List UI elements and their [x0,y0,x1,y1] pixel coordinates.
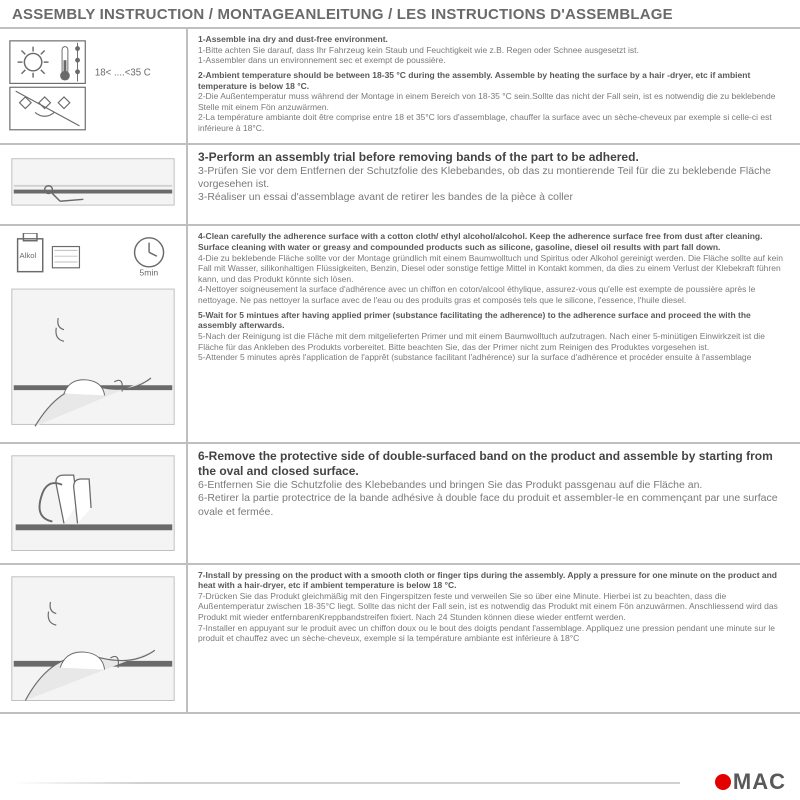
clean-alcohol-icon: Alkol 5min [6,233,180,436]
trial-fit-icon [6,151,180,219]
panel-2: 3-Perform an assembly trial before remov… [0,145,800,227]
panel-4: 6-Remove the protective side of double-s… [0,444,800,564]
step-3: 3-Perform an assembly trial before remov… [198,150,790,204]
temp-range-label: 18< ....<35 C [95,68,151,79]
step-5-en: 5-Wait for 5 mintues after having applie… [198,310,790,331]
step-3-de: 3-Prüfen Sie vor dem Entfernen der Schut… [198,165,790,191]
text-3: 4-Clean carefully the adherence surface … [188,226,800,442]
step-5-de: 5-Nach der Reinigung ist die Fläche mit … [198,331,790,352]
step-6-en: 6-Remove the protective side of double-s… [198,449,790,479]
panel-5: 7-Install by pressing on the product wit… [0,565,800,714]
bottle-label: Alkol [20,251,37,260]
footer-divider [12,782,680,784]
step-7-en: 7-Install by pressing on the product wit… [198,570,790,591]
panel-1: 18< ....<35 C 1-Assemble ina dry and dus… [0,29,800,145]
step-6: 6-Remove the protective side of double-s… [198,449,790,518]
step-4: 4-Clean carefully the adherence surface … [198,231,790,305]
brand-logo: MAC [707,769,786,795]
panel-3: Alkol 5min 4-Clean carefully the [0,226,800,444]
logo-text: MAC [733,769,786,795]
page-title: ASSEMBLY INSTRUCTION / MONTAGEANLEITUNG … [12,6,788,23]
step-4-fr: 4-Nettoyer soigneusement la surface d'ad… [198,284,790,305]
step-4-en: 4-Clean carefully the adherence surface … [198,231,790,252]
press-cloth-icon [6,571,180,706]
text-2: 3-Perform an assembly trial before remov… [188,145,800,225]
timer-label: 5min [139,267,158,277]
step-7-fr: 7-Installer en appuyant sur le produit a… [198,623,790,644]
step-5: 5-Wait for 5 mintues after having applie… [198,310,790,363]
step-6-fr: 6-Retirer la partie protectrice de la ba… [198,492,790,518]
text-4: 6-Remove the protective side of double-s… [188,444,800,562]
step-7-de: 7-Drücken Sie das Produkt gleichmäßig mi… [198,591,790,623]
step-2-fr: 2-La température ambiante doit être comp… [198,112,790,133]
text-5: 7-Install by pressing on the product wit… [188,565,800,712]
step-1: 1-Assemble ina dry and dust-free environ… [198,34,790,66]
peel-tape-icon [6,450,180,556]
illus-5 [0,565,188,712]
step-1-fr: 1-Assembler dans un environnement sec et… [198,55,790,66]
temp-sun-snow-icon: 18< ....<35 C [6,37,180,134]
illus-4 [0,444,188,562]
step-3-fr: 3-Réaliser un essai d'assemblage avant d… [198,191,790,204]
illus-1: 18< ....<35 C [0,29,188,143]
step-1-en: 1-Assemble ina dry and dust-free environ… [198,34,790,45]
step-2-en: 2-Ambient temperature should be between … [198,70,790,91]
step-2: 2-Ambient temperature should be between … [198,70,790,134]
step-1-de: 1-Bitte achten Sie darauf, dass Ihr Fahr… [198,45,790,56]
step-2-de: 2-Die Außentemperatur muss während der M… [198,91,790,112]
step-7: 7-Install by pressing on the product wit… [198,570,790,644]
illus-3: Alkol 5min [0,226,188,442]
text-1: 1-Assemble ina dry and dust-free environ… [188,29,800,143]
page-header: ASSEMBLY INSTRUCTION / MONTAGEANLEITUNG … [0,0,800,29]
logo-dot-icon [715,774,731,790]
step-6-de: 6-Entfernen Sie die Schutzfolie des Kleb… [198,479,790,492]
step-3-en: 3-Perform an assembly trial before remov… [198,150,790,165]
footer: MAC [0,764,800,800]
step-4-de: 4-Die zu beklebende Fläche sollte vor de… [198,253,790,285]
step-5-fr: 5-Attender 5 minutes après l'application… [198,352,790,363]
illus-2 [0,145,188,225]
